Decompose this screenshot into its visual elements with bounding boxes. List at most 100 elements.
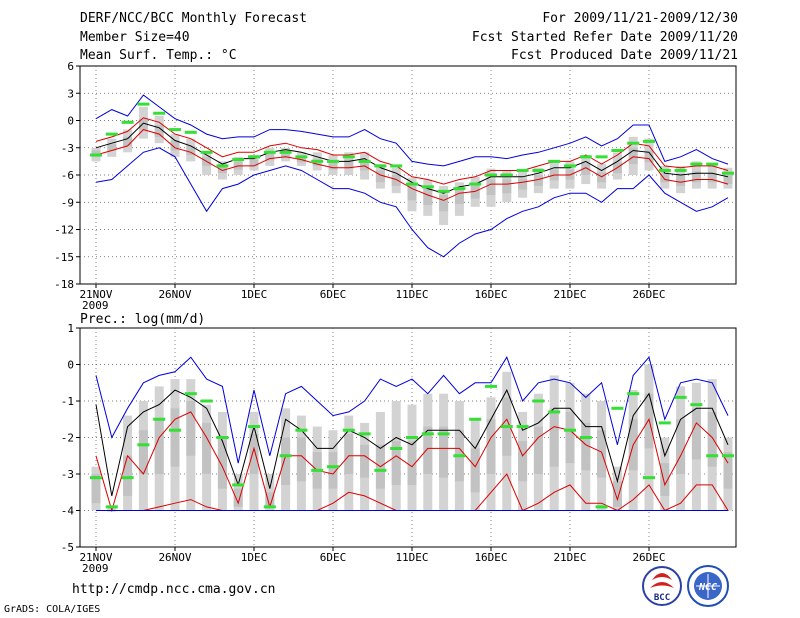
ensemble-quartile [138, 430, 148, 474]
ensemble-quartile [691, 408, 701, 460]
x-tick-label: 26DEC [632, 288, 665, 301]
x-tick-label: 11DEC [395, 288, 428, 301]
ensemble-quartile [217, 165, 227, 174]
ensemble-quartile [281, 437, 291, 485]
observed-mark [279, 454, 292, 458]
observed-mark [263, 150, 276, 154]
ensemble-quartile [549, 408, 559, 467]
observed-mark [658, 421, 671, 425]
ensemble-quartile [407, 441, 417, 485]
observed-mark [105, 505, 118, 509]
observed-mark [342, 155, 355, 159]
ensemble-quartile [581, 422, 591, 471]
member-size-label: Member Size=40 [80, 30, 190, 45]
y-tick-label: -3 [61, 142, 74, 155]
ensemble-quartile [328, 161, 338, 170]
ensemble-quartile [107, 144, 117, 151]
x-tick-label: 1DEC [241, 288, 268, 301]
source-url[interactable]: http://cmdp.ncc.cma.gov.cn [72, 582, 276, 597]
observed-mark [311, 159, 324, 163]
observed-mark [579, 436, 592, 439]
ensemble-quartile [154, 419, 164, 474]
ensemble-quartile [439, 194, 449, 212]
ensemble-quartile [217, 437, 227, 489]
ncc-logo-grid [696, 574, 720, 598]
observed-mark [437, 432, 450, 436]
observed-mark [216, 164, 229, 168]
ensemble-quartile [281, 151, 291, 158]
observed-mark [374, 468, 387, 472]
x-tick-label: 21NOV [79, 288, 112, 301]
y-tick-label: -2 [61, 432, 74, 445]
observed-mark [658, 168, 671, 172]
observed-mark [611, 406, 624, 410]
observed-mark [105, 132, 118, 136]
observed-mark [706, 162, 719, 166]
ensemble-quartile [644, 150, 654, 163]
y-tick-label: -12 [54, 224, 74, 237]
observed-mark [548, 159, 561, 163]
observed-mark [500, 425, 513, 429]
observed-mark [358, 159, 371, 163]
observed-mark [358, 432, 371, 436]
observed-mark [327, 465, 339, 469]
ensemble-quartile [628, 147, 638, 165]
observed-mark [643, 139, 655, 143]
ensemble-quartile [249, 159, 259, 166]
observed-mark [390, 164, 403, 168]
ensemble-quartile [344, 159, 354, 169]
observed-mark [611, 148, 624, 152]
ensemble-quartile [391, 441, 401, 485]
bcc-logo-ring [642, 566, 682, 606]
observed-mark [469, 417, 482, 421]
observed-mark [279, 150, 292, 154]
observed-mark [722, 454, 734, 458]
observed-mark [643, 476, 655, 480]
fcst-produced-date: Fcst Produced Date 2009/11/21 [511, 48, 738, 63]
y-tick-label: -3 [61, 468, 74, 481]
observed-mark [674, 168, 687, 172]
observed-mark [421, 185, 434, 189]
ensemble-quartile [360, 444, 370, 478]
series-lower-line [95, 129, 729, 201]
observed-mark [248, 425, 260, 429]
observed-mark [137, 443, 150, 447]
observed-mark [706, 454, 719, 458]
ensemble-quartile [691, 171, 701, 183]
ensemble-quartile [123, 136, 133, 146]
observed-mark [406, 182, 418, 186]
observed-mark [485, 384, 497, 388]
ensemble-quartile [707, 411, 717, 467]
ensemble-quartile [454, 189, 464, 205]
observed-mark [263, 505, 276, 509]
observed-mark [295, 155, 308, 159]
grads-credit: GrADS: COLA/IGES [4, 604, 101, 615]
ensemble-quartile [581, 163, 591, 175]
observed-mark [564, 164, 576, 168]
ensemble-quartile [518, 178, 528, 190]
observed-mark [90, 153, 102, 157]
observed-mark [390, 446, 403, 450]
ncc-logo-text: NCC [698, 582, 717, 593]
x-tick-label: 1DEC [241, 551, 268, 564]
observed-mark [90, 476, 102, 480]
series-mean-line [95, 388, 729, 497]
observed-mark [532, 168, 545, 172]
observed-mark [595, 505, 608, 509]
observed-mark [153, 417, 166, 421]
ensemble-quartile [533, 175, 543, 186]
observed-mark [184, 130, 197, 134]
observed-mark [216, 436, 229, 439]
forecast-period: For 2009/11/21-2009/12/30 [542, 11, 738, 26]
x-tick-label: 26DEC [632, 551, 665, 564]
x-tick-label: 16DEC [474, 551, 507, 564]
observed-mark [595, 155, 608, 159]
ensemble-quartile [423, 188, 433, 205]
x-tick-label: 6DEC [320, 551, 347, 564]
observed-mark [453, 187, 466, 191]
observed-mark [121, 120, 134, 124]
y-tick-label: 1 [67, 322, 74, 335]
ensemble-quartile [707, 173, 717, 183]
ensemble-quartile [676, 419, 686, 474]
